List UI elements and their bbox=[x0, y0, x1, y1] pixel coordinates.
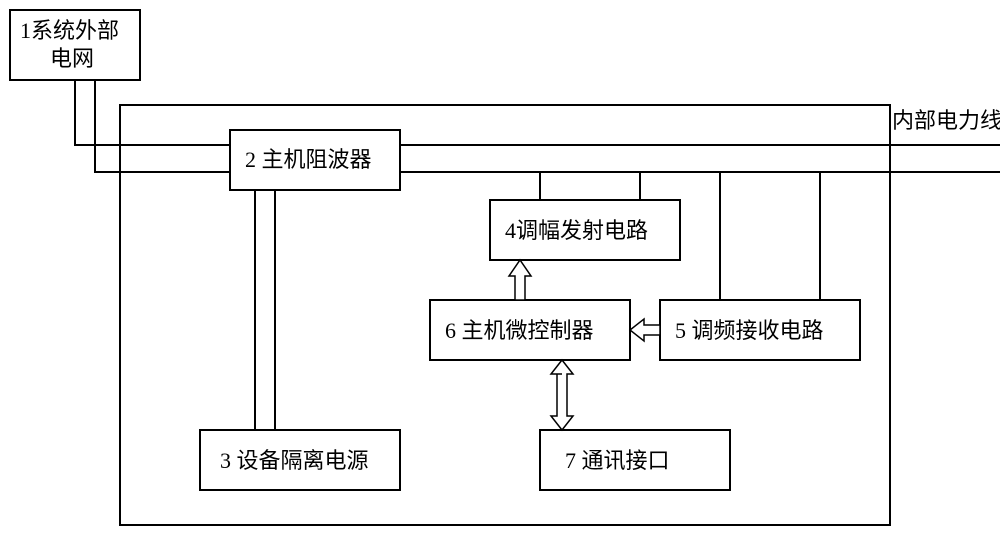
label-host-mcu: 6 主机微控制器 bbox=[445, 318, 594, 343]
label-isolated-psu: 3 设备隔离电源 bbox=[220, 448, 369, 473]
label-internal-line: 内部电力线 bbox=[892, 108, 1000, 133]
label-host-trap: 2 主机阻波器 bbox=[245, 147, 372, 172]
label-am-tx: 4调幅发射电路 bbox=[505, 218, 648, 243]
diagram-root: 1系统外部 电网 2 主机阻波器 4调幅发射电路 6 主机微控制器 5 调频接收… bbox=[0, 0, 1000, 551]
label-fm-rx: 5 调频接收电路 bbox=[675, 318, 824, 343]
label-external-grid-l2: 电网 bbox=[50, 46, 94, 71]
label-external-grid-l1: 1系统外部 bbox=[20, 18, 119, 43]
label-comm-if: 7 通讯接口 bbox=[565, 448, 670, 473]
